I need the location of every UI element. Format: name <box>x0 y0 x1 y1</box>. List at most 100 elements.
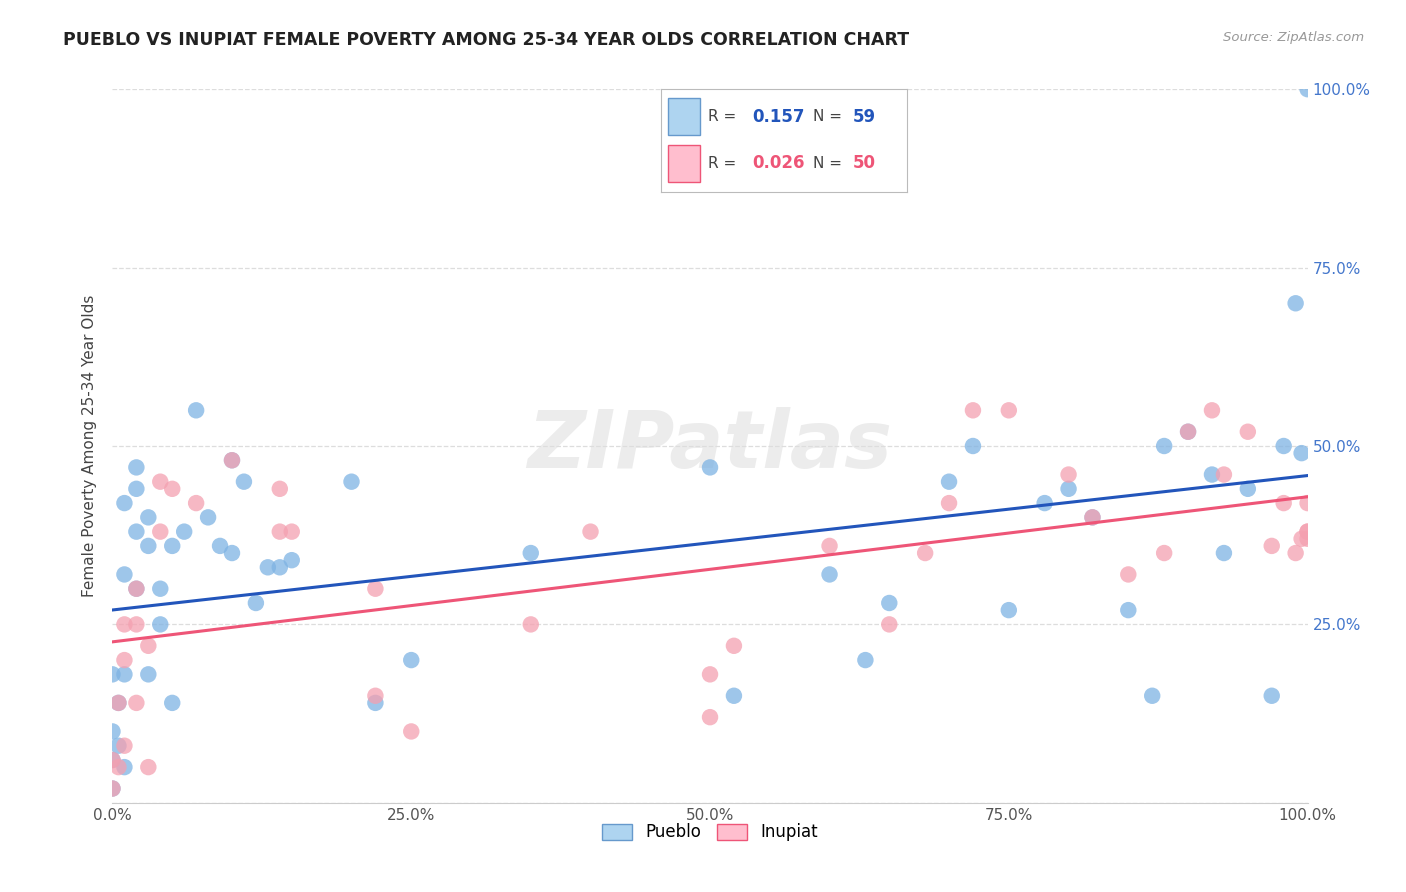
Pueblo <box>1118 603 1140 617</box>
Pueblo <box>1142 689 1164 703</box>
Inupiat <box>281 524 304 539</box>
Legend: Pueblo, Inupiat: Pueblo, Inupiat <box>595 817 825 848</box>
FancyBboxPatch shape <box>668 145 700 181</box>
Inupiat <box>101 753 124 767</box>
Pueblo <box>186 403 208 417</box>
Inupiat <box>879 617 901 632</box>
Inupiat <box>1291 532 1313 546</box>
Inupiat <box>962 403 984 417</box>
Pueblo <box>1033 496 1056 510</box>
Text: PUEBLO VS INUPIAT FEMALE POVERTY AMONG 25-34 YEAR OLDS CORRELATION CHART: PUEBLO VS INUPIAT FEMALE POVERTY AMONG 2… <box>63 31 910 49</box>
Pueblo <box>101 781 124 796</box>
Pueblo <box>938 475 960 489</box>
Pueblo <box>1285 296 1308 310</box>
Pueblo <box>138 510 160 524</box>
Inupiat <box>1296 532 1319 546</box>
Inupiat <box>818 539 841 553</box>
Pueblo <box>1237 482 1260 496</box>
Inupiat <box>579 524 602 539</box>
Pueblo <box>879 596 901 610</box>
Inupiat <box>914 546 936 560</box>
Text: 0.026: 0.026 <box>752 154 804 172</box>
Inupiat <box>162 482 183 496</box>
Inupiat <box>1201 403 1223 417</box>
Text: 0.157: 0.157 <box>752 108 804 126</box>
Inupiat <box>107 760 129 774</box>
Inupiat <box>114 617 135 632</box>
Pueblo <box>1201 467 1223 482</box>
Pueblo <box>1272 439 1295 453</box>
Pueblo <box>1291 446 1313 460</box>
Inupiat <box>723 639 745 653</box>
Inupiat <box>1296 524 1319 539</box>
Inupiat <box>401 724 423 739</box>
Inupiat <box>107 696 129 710</box>
Pueblo <box>197 510 219 524</box>
Pueblo <box>257 560 280 574</box>
Pueblo <box>401 653 423 667</box>
Pueblo <box>818 567 841 582</box>
Inupiat <box>1285 546 1308 560</box>
Inupiat <box>1081 510 1104 524</box>
Inupiat <box>149 524 172 539</box>
Pueblo <box>125 482 148 496</box>
Pueblo <box>114 760 135 774</box>
Inupiat <box>1153 546 1175 560</box>
Text: 50: 50 <box>852 154 876 172</box>
Inupiat <box>114 739 135 753</box>
Y-axis label: Female Poverty Among 25-34 Year Olds: Female Poverty Among 25-34 Year Olds <box>82 295 97 597</box>
Pueblo <box>114 667 135 681</box>
Inupiat <box>138 760 160 774</box>
Pueblo <box>998 603 1021 617</box>
Inupiat <box>699 710 721 724</box>
Inupiat <box>1261 539 1284 553</box>
Inupiat <box>186 496 208 510</box>
Pueblo <box>209 539 232 553</box>
Inupiat <box>1118 567 1140 582</box>
Pueblo <box>162 696 183 710</box>
Pueblo <box>269 560 291 574</box>
Pueblo <box>114 496 135 510</box>
Pueblo <box>1296 82 1319 96</box>
Pueblo <box>245 596 267 610</box>
Inupiat <box>998 403 1021 417</box>
Text: N =: N = <box>813 155 842 170</box>
Text: ZIPatlas: ZIPatlas <box>527 407 893 485</box>
Pueblo <box>125 524 148 539</box>
Pueblo <box>221 453 243 467</box>
Inupiat <box>114 653 135 667</box>
Inupiat <box>1213 467 1236 482</box>
Pueblo <box>723 689 745 703</box>
Pueblo <box>107 696 129 710</box>
Inupiat <box>221 453 243 467</box>
Pueblo <box>1261 689 1284 703</box>
Text: 59: 59 <box>852 108 876 126</box>
Pueblo <box>340 475 363 489</box>
Pueblo <box>1177 425 1199 439</box>
Pueblo <box>1081 510 1104 524</box>
Pueblo <box>101 667 124 681</box>
Pueblo <box>364 696 387 710</box>
Inupiat <box>101 781 124 796</box>
Pueblo <box>125 460 148 475</box>
Pueblo <box>855 653 877 667</box>
Pueblo <box>1057 482 1080 496</box>
Pueblo <box>125 582 148 596</box>
Pueblo <box>173 524 195 539</box>
Inupiat <box>1237 425 1260 439</box>
Pueblo <box>162 539 183 553</box>
Inupiat <box>1177 425 1199 439</box>
Pueblo <box>520 546 543 560</box>
Pueblo <box>149 617 172 632</box>
Pueblo <box>101 753 124 767</box>
Inupiat <box>149 475 172 489</box>
Pueblo <box>107 739 129 753</box>
Text: Source: ZipAtlas.com: Source: ZipAtlas.com <box>1223 31 1364 45</box>
Inupiat <box>125 617 148 632</box>
Pueblo <box>962 439 984 453</box>
Inupiat <box>938 496 960 510</box>
Text: R =: R = <box>707 110 735 124</box>
Inupiat <box>125 582 148 596</box>
Pueblo <box>233 475 256 489</box>
Pueblo <box>1153 439 1175 453</box>
